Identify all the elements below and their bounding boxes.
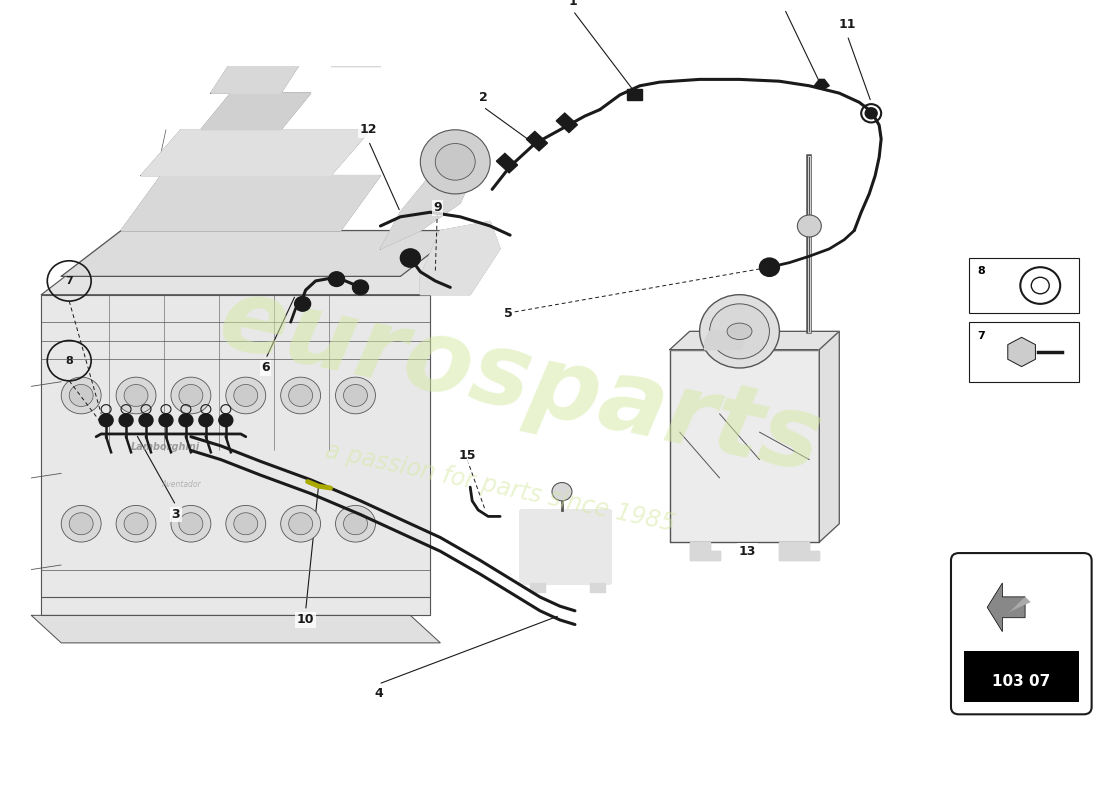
Polygon shape <box>381 139 481 249</box>
Circle shape <box>866 108 877 118</box>
Circle shape <box>352 280 368 294</box>
Circle shape <box>336 506 375 542</box>
Text: Aventador: Aventador <box>161 480 200 489</box>
Bar <box>496 154 518 173</box>
Circle shape <box>280 377 320 414</box>
Circle shape <box>219 414 233 426</box>
Circle shape <box>160 414 173 426</box>
Polygon shape <box>42 249 481 294</box>
Text: Lamborghini: Lamborghini <box>131 442 200 453</box>
Circle shape <box>62 506 101 542</box>
Circle shape <box>62 377 101 414</box>
Text: 7: 7 <box>977 331 985 341</box>
Text: 14: 14 <box>776 0 793 3</box>
Circle shape <box>199 414 213 426</box>
Bar <box>526 131 548 151</box>
Circle shape <box>226 506 266 542</box>
Circle shape <box>179 385 202 406</box>
Polygon shape <box>705 331 745 350</box>
Circle shape <box>124 513 148 534</box>
Circle shape <box>179 513 202 534</box>
Polygon shape <box>121 175 381 230</box>
Polygon shape <box>590 583 605 593</box>
Text: 4: 4 <box>374 686 383 700</box>
Circle shape <box>798 215 822 237</box>
Text: 9: 9 <box>433 201 441 214</box>
Circle shape <box>329 272 344 286</box>
Circle shape <box>295 297 310 311</box>
Polygon shape <box>261 2 300 47</box>
Text: 8: 8 <box>977 266 985 276</box>
Bar <box>627 89 641 99</box>
Circle shape <box>69 385 94 406</box>
Circle shape <box>336 377 375 414</box>
Circle shape <box>234 513 257 534</box>
Circle shape <box>170 377 211 414</box>
Polygon shape <box>780 542 820 560</box>
Text: 10: 10 <box>297 614 315 626</box>
Circle shape <box>759 258 780 276</box>
Polygon shape <box>31 615 440 643</box>
Text: 15: 15 <box>459 449 476 462</box>
Circle shape <box>436 143 475 180</box>
Text: 103 07: 103 07 <box>992 674 1050 689</box>
Circle shape <box>710 304 769 359</box>
Circle shape <box>170 506 211 542</box>
Text: 5: 5 <box>504 306 513 319</box>
Circle shape <box>117 377 156 414</box>
Text: eurosparts: eurosparts <box>210 270 829 493</box>
Polygon shape <box>530 583 544 593</box>
Text: 6: 6 <box>262 362 270 374</box>
Polygon shape <box>670 331 839 350</box>
Circle shape <box>124 385 148 406</box>
Circle shape <box>288 385 312 406</box>
Circle shape <box>343 513 367 534</box>
Text: 1: 1 <box>569 0 578 8</box>
Circle shape <box>119 414 133 426</box>
Circle shape <box>234 385 257 406</box>
Polygon shape <box>211 47 310 93</box>
Polygon shape <box>520 510 609 583</box>
Circle shape <box>552 482 572 501</box>
Circle shape <box>700 294 780 368</box>
Circle shape <box>99 414 113 426</box>
Polygon shape <box>1008 597 1031 613</box>
Text: 12: 12 <box>360 123 377 136</box>
Circle shape <box>139 414 153 426</box>
Circle shape <box>400 249 420 267</box>
Text: 3: 3 <box>172 508 180 521</box>
Polygon shape <box>331 0 400 66</box>
Polygon shape <box>814 79 829 89</box>
Polygon shape <box>42 294 430 615</box>
Polygon shape <box>201 2 241 47</box>
FancyBboxPatch shape <box>969 258 1079 313</box>
Text: 2: 2 <box>478 91 487 104</box>
Polygon shape <box>820 331 839 542</box>
Text: 13: 13 <box>739 545 756 558</box>
Circle shape <box>420 130 491 194</box>
Text: 7: 7 <box>65 276 73 286</box>
Text: 11: 11 <box>838 18 856 31</box>
Polygon shape <box>201 93 310 130</box>
Circle shape <box>226 377 266 414</box>
Circle shape <box>117 506 156 542</box>
Circle shape <box>343 385 367 406</box>
Polygon shape <box>670 350 820 542</box>
Circle shape <box>288 513 312 534</box>
FancyBboxPatch shape <box>952 553 1091 714</box>
Circle shape <box>280 506 320 542</box>
Circle shape <box>69 513 94 534</box>
Ellipse shape <box>727 323 752 339</box>
Polygon shape <box>141 130 371 175</box>
Polygon shape <box>420 222 500 294</box>
Polygon shape <box>62 230 460 276</box>
Bar <box>964 651 1079 702</box>
FancyBboxPatch shape <box>969 322 1079 382</box>
Text: a passion for parts since 1985: a passion for parts since 1985 <box>323 438 678 536</box>
Polygon shape <box>690 542 719 560</box>
Bar <box>557 113 578 133</box>
Circle shape <box>179 414 192 426</box>
Text: 8: 8 <box>65 356 73 366</box>
Polygon shape <box>987 583 1025 632</box>
